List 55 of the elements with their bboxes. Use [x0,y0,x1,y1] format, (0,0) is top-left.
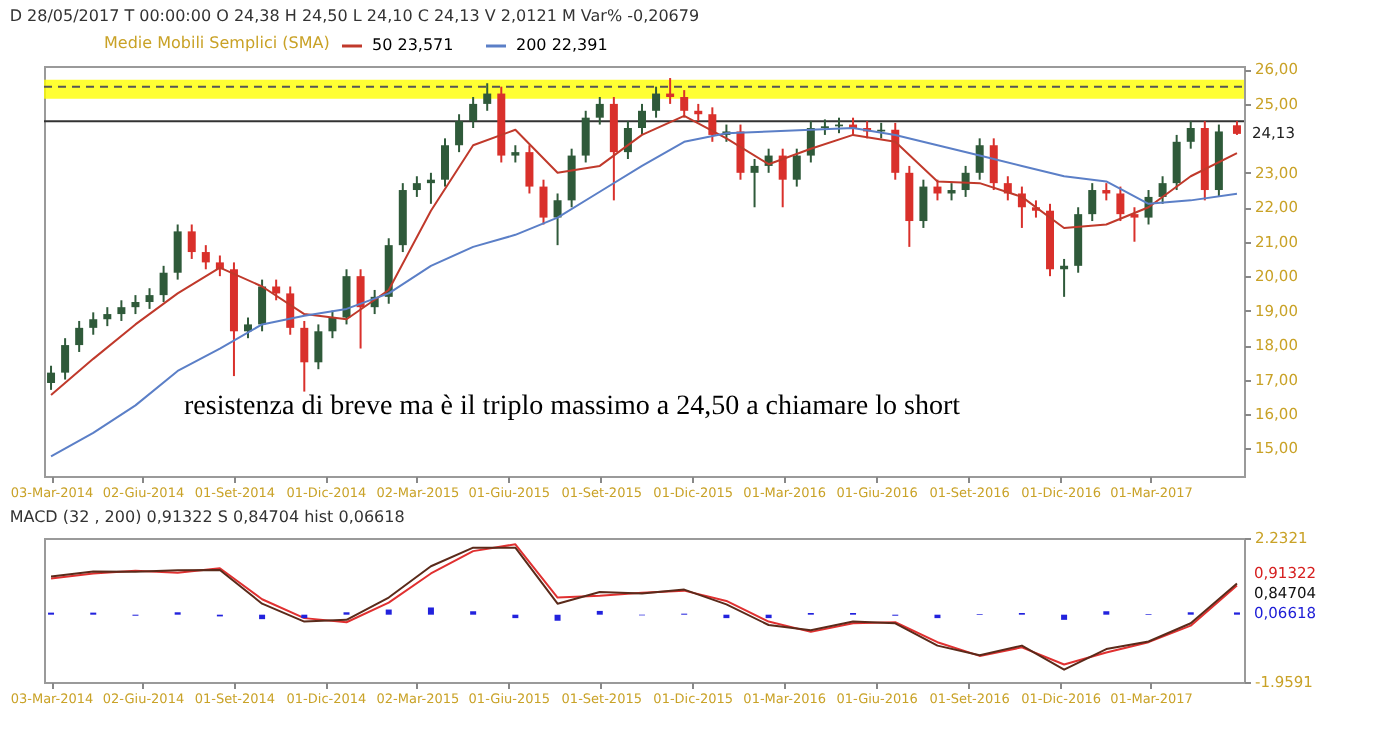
candlestick [159,264,168,304]
chart-title: MACD (32 , 200) 0,91322 S 0,84704 hist 0,06618 [9,508,405,526]
candlestick [736,123,745,181]
candlestick [1186,120,1195,150]
candlestick [567,147,576,209]
candlestick [75,319,84,353]
candlestick [258,278,267,333]
annotation: resistenza di breve ma è il triplo massimo a 24,50 a chiamare lo short [184,392,961,422]
candlestick [778,147,787,209]
candlestick [314,323,323,371]
legend-label: 50 23,571 [372,36,454,54]
candlestick [1116,185,1125,223]
candlestick [483,82,492,112]
line-series [50,127,1238,458]
candlestick [356,268,365,350]
candlestick [201,244,210,271]
candlestick [581,109,590,164]
candlestick [680,89,689,119]
candlestick [244,316,253,340]
candlestick [891,121,900,181]
candlestick [412,175,421,198]
candlestick [792,147,801,188]
candlestick [1130,206,1139,243]
candlestick [595,96,604,126]
candlestick [750,158,759,209]
candlestick [1172,133,1181,192]
candlestick [131,294,140,316]
candlestick [441,137,450,188]
candlestick [975,137,984,181]
candlestick [1158,175,1167,205]
candlestick [103,306,112,328]
chart-subtitle: D 28/05/2017 T 00:00:00 O 24,38 H 24,50 L 24,10 C 24,13 V 2,0121 M Var% -0,20679 [9,7,700,26]
candlestick [1088,182,1097,223]
candlestick [47,364,56,391]
candlestick [469,96,478,130]
candlestick [539,178,548,226]
candlestick [652,85,661,119]
candlestick [173,223,182,281]
candlestick [328,309,337,340]
candlestick [989,137,998,192]
candlestick [455,113,464,154]
candlestick [919,178,928,229]
candlestick [342,268,351,326]
candlestick [61,337,70,381]
candlestick [637,102,646,136]
candlestick [187,223,196,260]
legend-title: Medie Mobili Semplici (SMA) [104,34,330,52]
candlestick [300,319,309,393]
candlestick [89,311,98,336]
candlestick [117,299,126,322]
line-series [50,114,1238,397]
candlestick [145,287,154,310]
candlestick [525,144,534,195]
candlestick [553,192,562,247]
legend-label: 200 22,391 [516,36,608,54]
